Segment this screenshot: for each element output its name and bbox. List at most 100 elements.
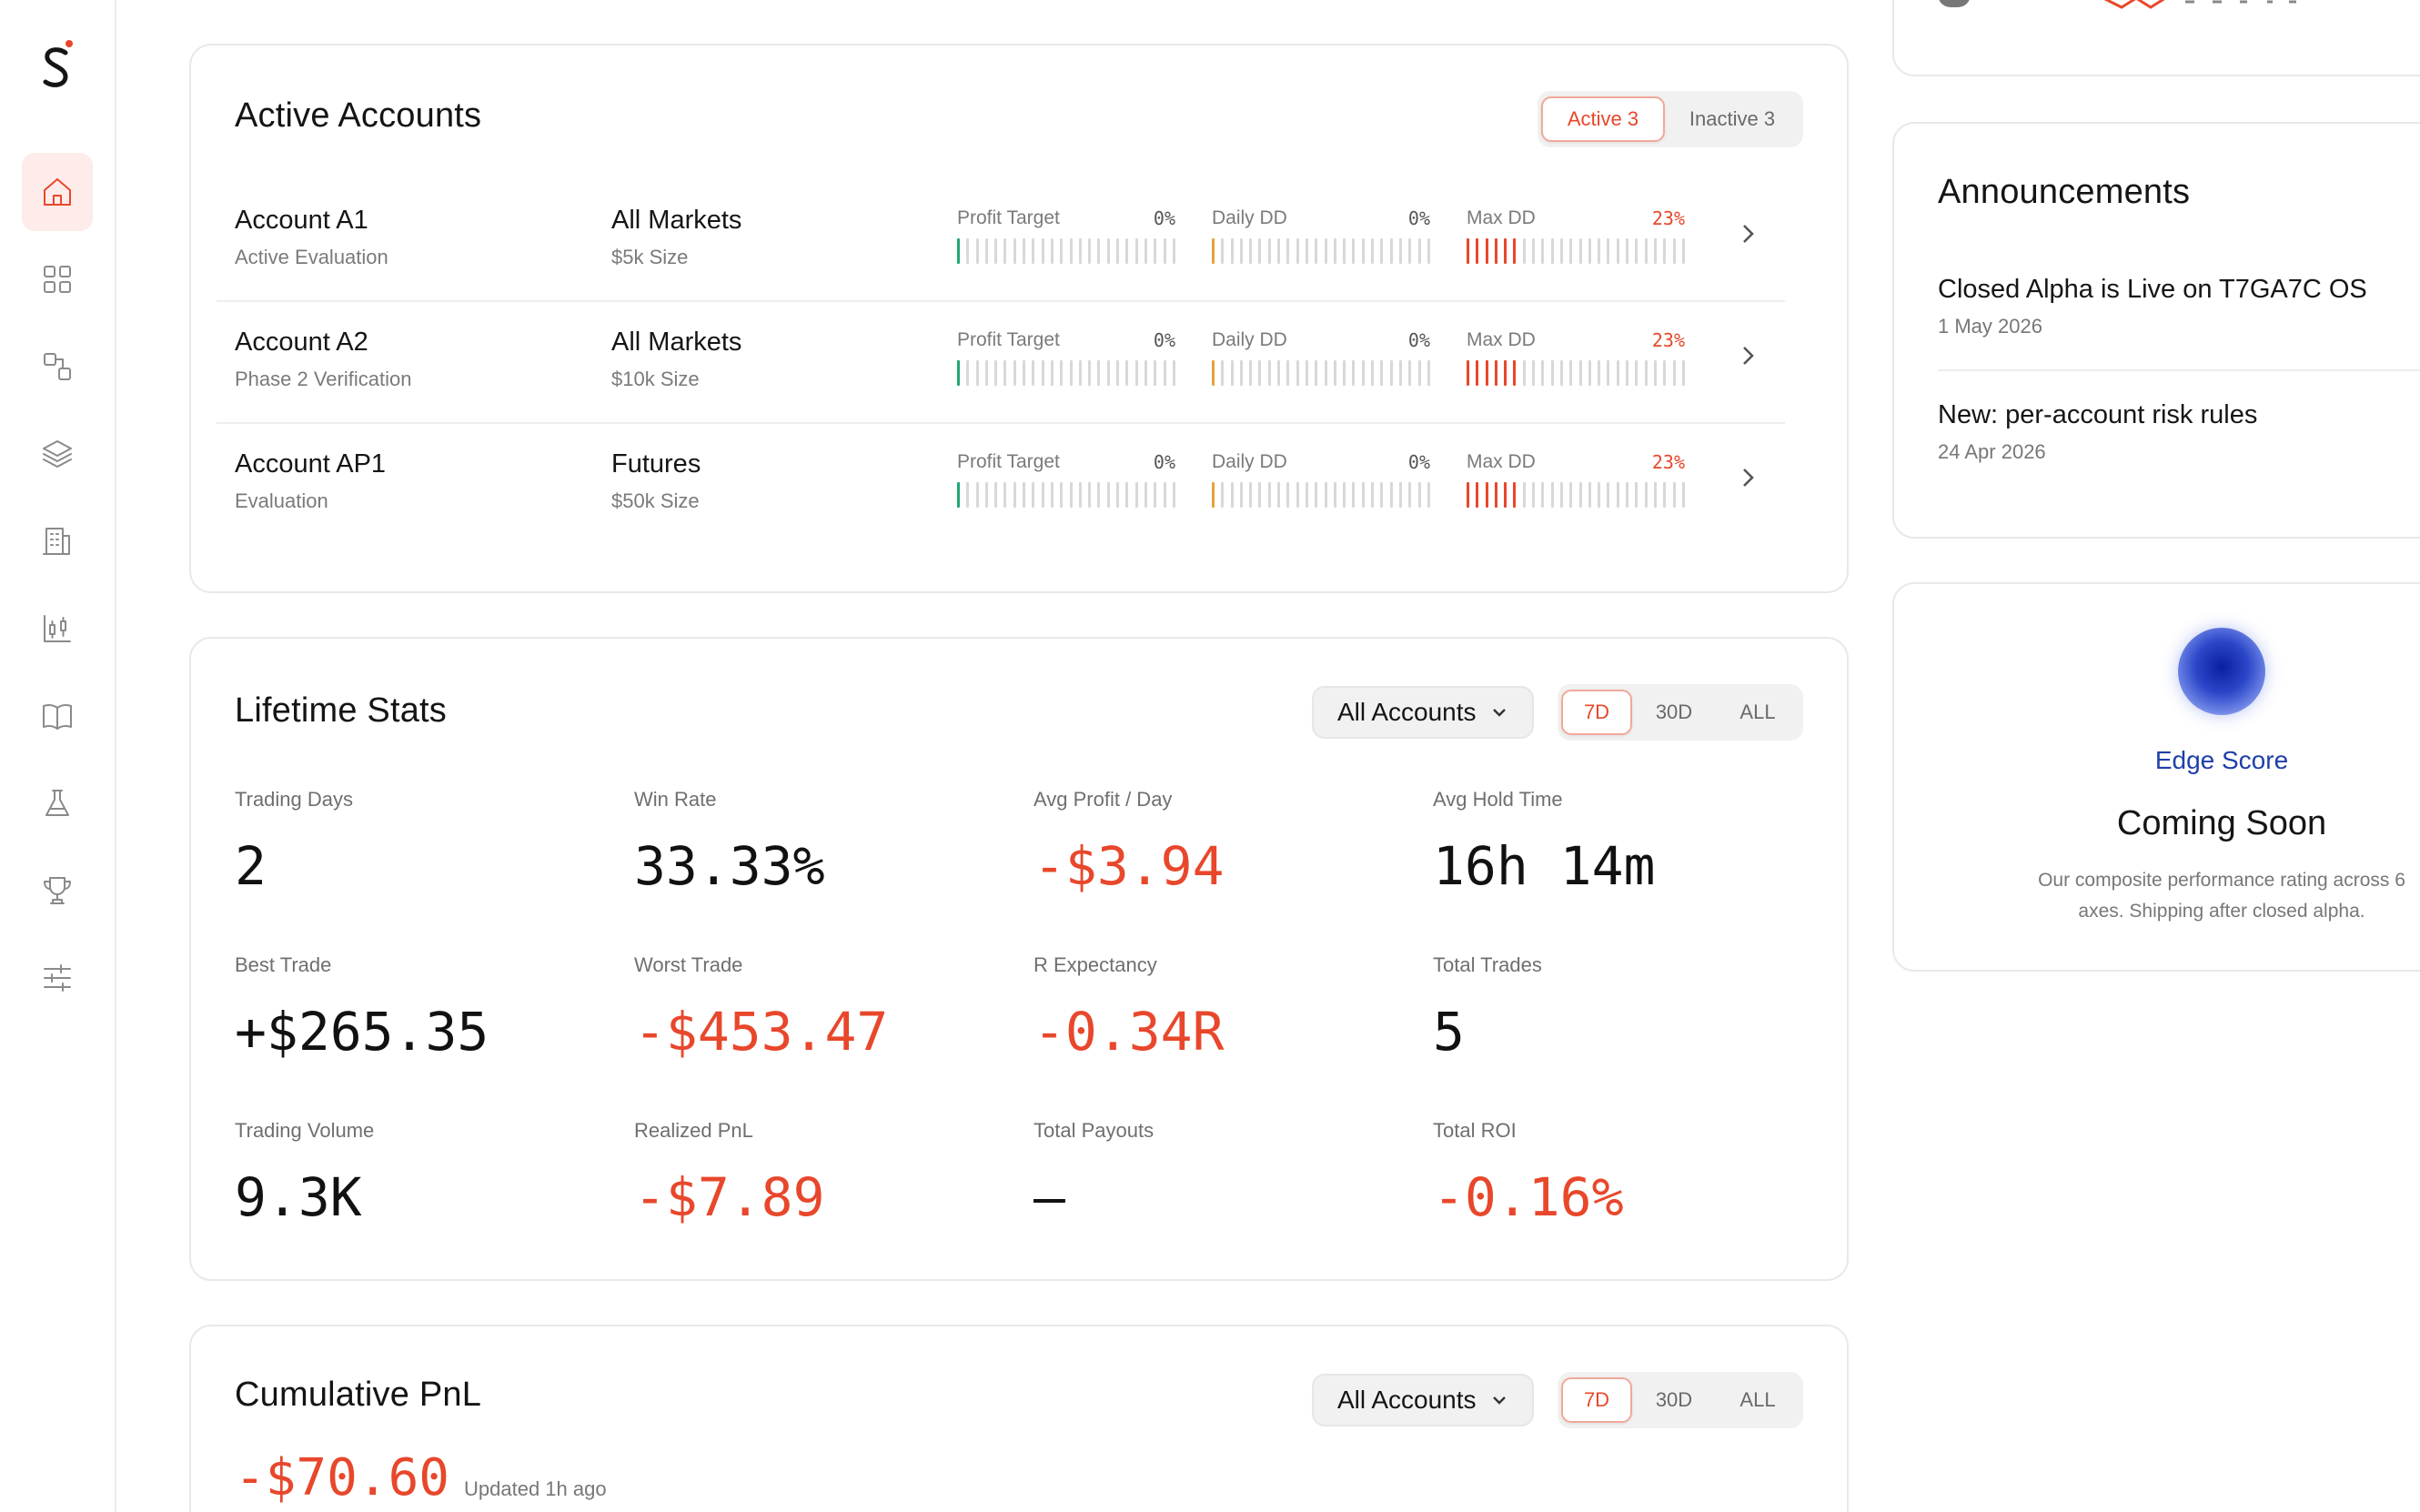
meter-tick xyxy=(1221,238,1225,264)
range-30d[interactable]: 30D xyxy=(1655,1388,1693,1411)
meter-tick xyxy=(1134,482,1138,508)
meter-tick xyxy=(1476,482,1479,508)
meter-tick xyxy=(1163,482,1166,508)
meter-tick xyxy=(1417,238,1421,264)
range-all[interactable]: ALL xyxy=(1739,701,1776,723)
meter-tick xyxy=(1672,360,1676,386)
lifetime-stats-card: Lifetime Stats All Accounts 7D 30D ALL T… xyxy=(189,637,1849,1281)
meter-tick xyxy=(1616,238,1619,264)
meter-tick xyxy=(1607,360,1610,386)
stat-item: Total Trades 5 xyxy=(1433,953,1542,1063)
meter-tick xyxy=(1371,360,1375,386)
meter-tick xyxy=(1230,360,1234,386)
meter-tick xyxy=(1212,238,1215,264)
range-7d[interactable]: 7D xyxy=(1561,690,1632,735)
meter-tick xyxy=(1380,360,1384,386)
meter-tick xyxy=(1681,482,1685,508)
meter-tick xyxy=(994,482,998,508)
meter-tick xyxy=(1494,238,1497,264)
meter-tick xyxy=(1023,238,1026,264)
stat-label: Total ROI xyxy=(1433,1119,1517,1142)
updated-timestamp: Updated 1h ago xyxy=(464,1477,607,1500)
stat-label: Trading Days xyxy=(235,788,354,811)
home-icon xyxy=(44,178,71,206)
meter-tick xyxy=(1286,482,1290,508)
meter-tick xyxy=(1069,238,1073,264)
meter-value: 23% xyxy=(1651,207,1685,229)
announcement-date: 24 Apr 2026 xyxy=(1938,440,2046,463)
meter-max-dd: Max DD 23% xyxy=(1467,451,1685,508)
account-row[interactable]: Account A2 Phase 2 Verification All Market… xyxy=(217,302,1785,424)
meter-tick xyxy=(1050,238,1054,264)
announcement-title[interactable]: Closed Alpha is Live on T7GA7C OS xyxy=(1938,275,2367,304)
meter-label: Profit Target xyxy=(957,329,1060,350)
meter-tick xyxy=(1522,238,1526,264)
sidebar-item-layers[interactable] xyxy=(22,415,93,493)
meter-tick xyxy=(1163,360,1166,386)
meter-tick xyxy=(1315,360,1318,386)
sidebar-item-journal[interactable] xyxy=(22,677,93,755)
meter-tick xyxy=(1221,360,1225,386)
meter-tick xyxy=(1504,238,1507,264)
announcement-title[interactable]: New: per-account risk rules xyxy=(1938,400,2258,429)
tab-active[interactable]: Active 3 xyxy=(1541,96,1665,142)
chevron-right-icon[interactable] xyxy=(1732,340,1763,371)
meter-tick xyxy=(1296,360,1299,386)
meter-tick xyxy=(1023,360,1026,386)
meter-bar xyxy=(1212,482,1430,508)
sidebar-item-connections[interactable] xyxy=(22,328,93,406)
sidebar-item-home[interactable] xyxy=(22,153,93,231)
stat-label: Realized PnL xyxy=(634,1119,753,1142)
meter-tick xyxy=(1494,360,1497,386)
meter-tick xyxy=(1598,482,1601,508)
account-row[interactable]: Account AP1 Evaluation Futures $50k Size Pro… xyxy=(218,424,1780,546)
logo-mark[interactable] xyxy=(38,36,78,95)
sidebar-item-settings[interactable] xyxy=(22,939,93,1017)
avatar xyxy=(1938,0,1971,7)
stat-value: 2 xyxy=(235,835,267,897)
meter-tick xyxy=(984,238,988,264)
meter-tick xyxy=(1408,238,1412,264)
meter-tick xyxy=(1315,482,1318,508)
stat-label: Total Trades xyxy=(1433,953,1542,976)
meter-tick xyxy=(1476,360,1479,386)
meter-tick xyxy=(1569,482,1573,508)
edge-score-orb xyxy=(2178,628,2265,715)
account-filter-dropdown[interactable]: All Accounts xyxy=(1312,686,1534,739)
meter-tick xyxy=(1550,482,1554,508)
meter-tick xyxy=(1078,360,1082,386)
meter-tick xyxy=(1644,360,1648,386)
account-row[interactable]: Account A1 Active Evaluation All Markets $5… xyxy=(217,180,1785,302)
meter-tick xyxy=(1333,360,1336,386)
account-filter-dropdown[interactable]: All Accounts xyxy=(1312,1374,1534,1426)
meter-tick xyxy=(1003,238,1007,264)
tab-inactive[interactable]: Inactive 3 xyxy=(1689,107,1776,130)
connections-icon xyxy=(44,353,71,380)
meter-tick xyxy=(1106,360,1110,386)
meter-value: 0% xyxy=(1407,329,1430,351)
meter-tick xyxy=(1361,238,1365,264)
sidebar-item-dashboard[interactable] xyxy=(22,240,93,318)
meter-tick xyxy=(1644,482,1648,508)
sidebar-item-analytics[interactable] xyxy=(22,590,93,668)
meter-daily-dd: Daily DD 0% xyxy=(1212,329,1430,386)
range-30d[interactable]: 30D xyxy=(1655,701,1693,723)
chevron-right-icon[interactable] xyxy=(1732,218,1763,249)
sidebar-item-lab[interactable] xyxy=(22,764,93,842)
meter-tick xyxy=(957,482,960,508)
range-all[interactable]: ALL xyxy=(1739,1388,1776,1411)
chevron-right-icon[interactable] xyxy=(1732,462,1763,493)
meter-tick xyxy=(1324,482,1327,508)
edge-score-status: Coming Soon xyxy=(2116,804,2327,842)
range-7d[interactable]: 7D xyxy=(1561,1377,1632,1423)
meter-tick xyxy=(1343,238,1346,264)
stat-item: Worst Trade -$453.47 xyxy=(634,953,888,1063)
meter-tick xyxy=(1032,238,1035,264)
meter-tick xyxy=(975,482,979,508)
meter-tick xyxy=(1239,238,1243,264)
meter-tick xyxy=(1088,482,1092,508)
meter-tick xyxy=(1286,238,1290,264)
meter-tick xyxy=(1513,482,1517,508)
sidebar-item-firms[interactable] xyxy=(22,502,93,580)
sidebar-item-competitions[interactable] xyxy=(22,852,93,930)
